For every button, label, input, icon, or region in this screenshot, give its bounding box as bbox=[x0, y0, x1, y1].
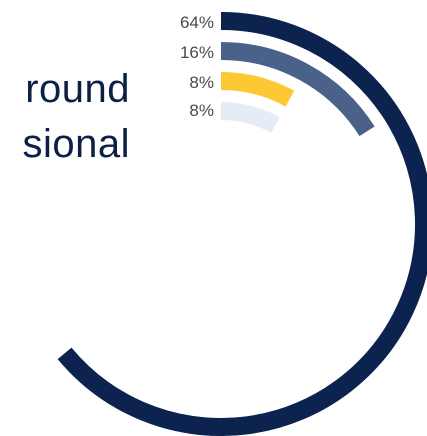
radial-bar-1 bbox=[57, 12, 427, 436]
bar-label-3: 8% bbox=[189, 73, 214, 92]
radial-bar-2 bbox=[220, 42, 375, 137]
radial-bar-4 bbox=[220, 102, 280, 133]
bar-label-4: 8% bbox=[189, 101, 214, 120]
chart-title-line-1: round bbox=[25, 67, 130, 111]
bar-label-1: 64% bbox=[180, 13, 214, 32]
radial-bar-3 bbox=[220, 72, 295, 107]
bar-label-2: 16% bbox=[180, 43, 214, 62]
chart-title-line-2: sional bbox=[22, 122, 130, 166]
